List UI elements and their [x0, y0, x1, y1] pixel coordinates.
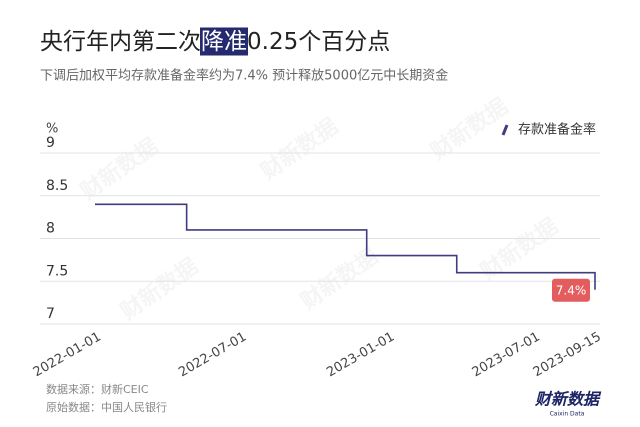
y-tick-label: 8 [46, 221, 55, 237]
x-tick-label: 2023-07-01 [470, 330, 543, 381]
watermark: 财新数据 [116, 253, 203, 325]
legend-label: 存款准备金率 [518, 122, 596, 138]
y-tick-label: 9 [46, 135, 55, 151]
x-tick-label: 2023-09-15 [531, 330, 604, 381]
watermark: 财新数据 [296, 243, 383, 315]
value-label-bg [552, 278, 590, 302]
title-highlight-bg [200, 27, 248, 56]
y-tick-label: 8.5 [46, 178, 68, 194]
watermark: 财新数据 [256, 113, 343, 185]
x-tick-label: 2022-07-01 [176, 330, 249, 381]
title-highlight: 降准 [201, 29, 247, 55]
value-label: 7.4% [556, 283, 587, 297]
chart-subtitle: 下调后加权平均存款准备金率约为7.4% 预计释放5000亿元中长期资金 [40, 68, 448, 84]
x-tick-label: 2022-01-01 [31, 330, 104, 381]
watermark: 财新数据 [76, 133, 163, 205]
line [95, 203, 596, 290]
y-axis-label: % [46, 122, 58, 137]
legend-swatch [501, 124, 509, 136]
title-part: 0.25个百分点 [247, 29, 390, 55]
watermark: 财新数据 [476, 213, 563, 285]
y-tick-label: 7 [46, 306, 55, 322]
y-tick-label: 7.5 [46, 263, 68, 279]
title-part: 央行年内第二次 [40, 29, 201, 55]
logo: 财新数据 [534, 390, 602, 409]
watermark: 财新数据 [426, 93, 513, 165]
source-note: 数据来源：财新CEIC [46, 382, 149, 396]
x-tick-label: 2023-01-01 [324, 330, 397, 381]
chart-title: 央行年内第二次降准0.25个百分点 [40, 29, 390, 55]
logo-sub: Caixin Data [550, 411, 585, 418]
source-note: 原始数据：中国人民银行 [46, 400, 167, 414]
